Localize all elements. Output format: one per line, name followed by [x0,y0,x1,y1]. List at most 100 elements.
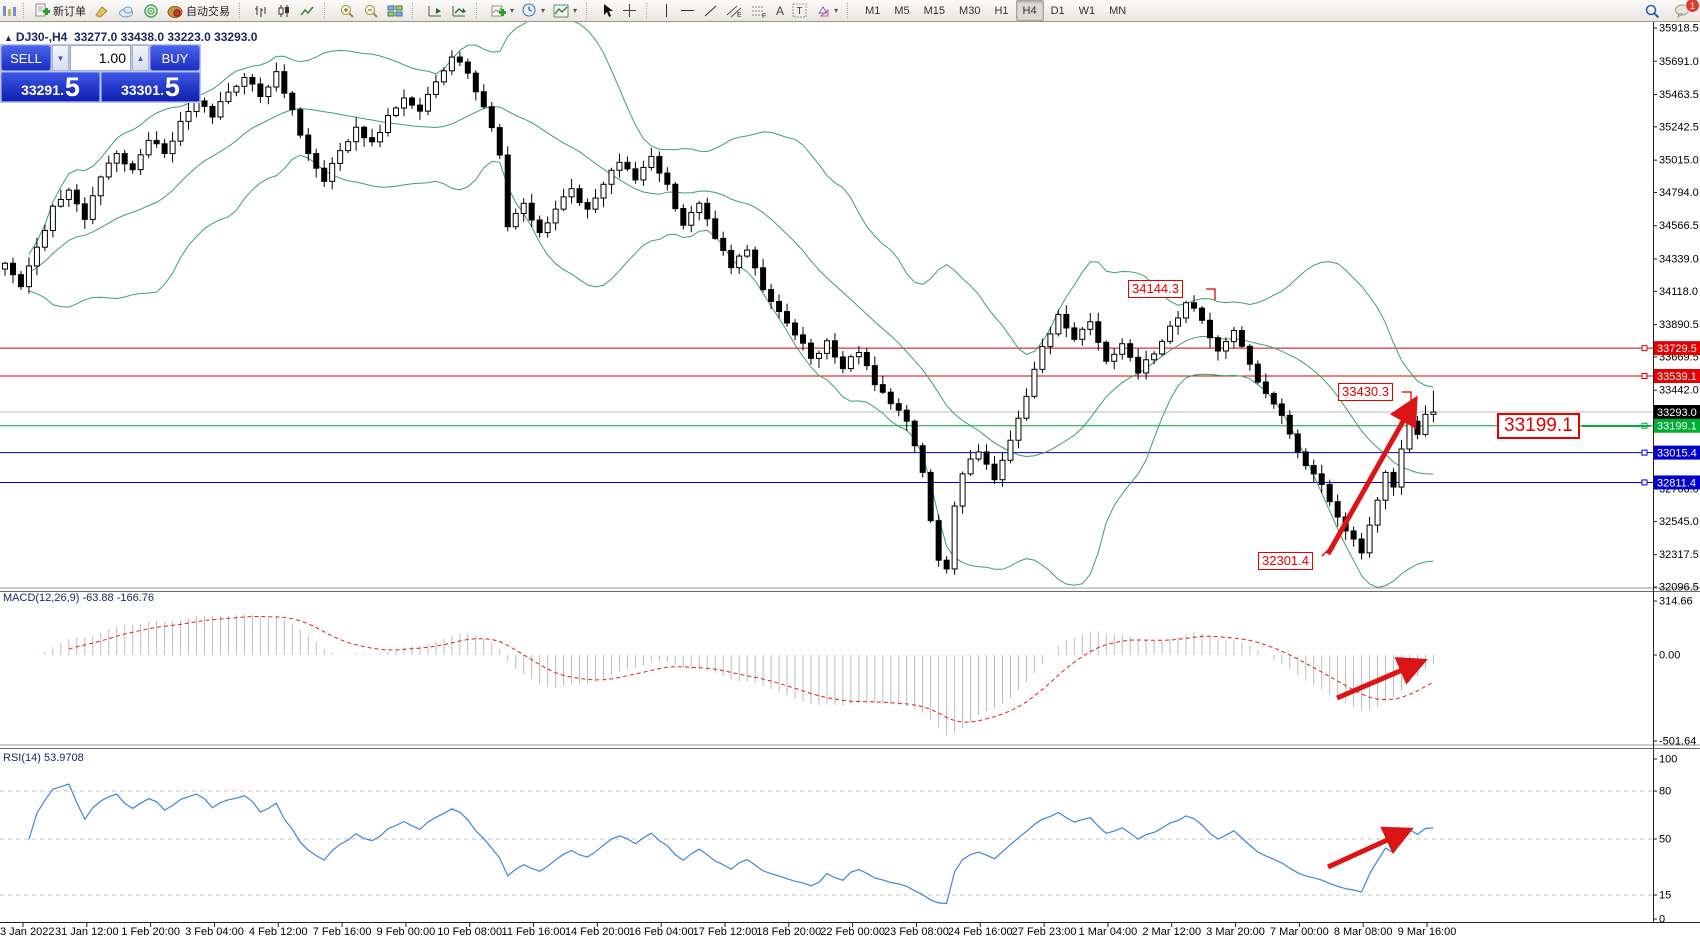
sell-button[interactable]: SELL [1,45,51,71]
candle [544,222,551,234]
candle [1374,499,1381,526]
add-indicator-button[interactable]: ▾ [487,2,518,19]
annotation-34144[interactable]: 34144.3 [1128,280,1183,298]
cloud-icon[interactable] [114,2,139,19]
crosshair-icon[interactable] [618,2,641,19]
timeframe-M15[interactable]: M15 [923,4,946,17]
volume-increase-button[interactable]: ▲ [132,45,149,71]
rsi-tick-label: 15 [1659,890,1671,902]
hline-handle[interactable] [1641,479,1648,486]
candle [201,100,208,107]
date-label: 7 Feb 16:00 [312,926,372,938]
candle [768,289,775,302]
timeframe-W1[interactable]: W1 [1078,4,1096,17]
timeframe-MN[interactable]: MN [1109,4,1127,17]
rsi-tick-label: 80 [1659,786,1671,798]
timeframe-H1[interactable]: H1 [994,4,1009,17]
templates-button[interactable]: ▾ [549,2,581,19]
scroll-to-end-icon[interactable] [423,2,447,19]
tile-windows-icon[interactable] [383,2,407,19]
new-order-button[interactable]: 新订单 [31,2,90,19]
candle [1111,353,1118,362]
autotrade-button[interactable]: 自动交易 [163,2,234,19]
candle [1135,356,1142,374]
candle [1286,414,1293,435]
candle [241,77,248,87]
candle [129,163,136,171]
price-tick-label: 34566.5 [1659,220,1699,232]
price-tick-label: 35015.0 [1659,155,1699,167]
add-indicator-icon [491,5,506,16]
date-label: 11 Feb 16:00 [501,926,566,938]
volume-decrease-button[interactable]: ▼ [52,45,69,71]
candle [1095,321,1102,343]
candle [57,198,64,207]
timeframe-M1[interactable]: M1 [865,4,881,17]
hline-handle[interactable] [1641,345,1648,352]
buy-price[interactable]: 33301. 5 [101,72,200,102]
candle [121,153,128,165]
timeframe-D1[interactable]: D1 [1050,4,1065,17]
timeframes-clock-button[interactable]: ▾ [518,2,549,19]
price-badge-label: 33293.0 [1657,407,1697,419]
hline-handle[interactable] [1641,373,1648,380]
volume-input[interactable] [70,45,131,71]
candlestick-chart-icon[interactable] [273,2,296,19]
candle [161,143,168,155]
rsi-line [28,783,1434,905]
fibonacci-icon[interactable]: F [747,2,772,19]
candle [536,219,543,234]
buy-button[interactable]: BUY [150,45,200,71]
candle [1119,343,1126,355]
annotation-33430[interactable]: 33430.3 [1338,383,1393,401]
rsi-label: RSI(14) 53.9708 [3,752,84,764]
candle [823,340,830,354]
timeframe-H4[interactable]: H4 [1015,0,1044,21]
cursor-icon[interactable] [597,2,618,19]
candle [1023,395,1030,419]
bar-chart-icon[interactable] [250,2,273,19]
candle [9,262,16,276]
candle [1191,302,1198,309]
hline-handle[interactable] [1641,449,1648,456]
broadcast-icon[interactable] [139,2,163,19]
text-label-tool-icon[interactable]: T [788,2,812,19]
symbol-header: ▲ DJ30-,H4 33277.0 33438.0 33223.0 33293.… [4,30,257,44]
timeframe-M30[interactable]: M30 [959,4,981,17]
auto-scroll-icon[interactable] [447,2,471,19]
sell-price[interactable]: 33291. 5 [1,72,100,102]
highlighter-icon[interactable] [90,2,114,19]
trendline-icon[interactable] [699,2,722,19]
shapes-button[interactable]: ▾ [812,2,842,19]
trend-arrow[interactable] [1325,395,1418,556]
date-label: 16 Feb 04:00 [628,926,694,938]
candle [416,104,423,112]
annotation-32301[interactable]: 32301.4 [1258,552,1313,570]
text-tool-icon[interactable]: A [776,3,785,18]
annotation-33199[interactable]: 33199.1 [1497,413,1580,439]
zoom-in-icon[interactable] [335,2,359,19]
candle [512,213,519,228]
candle [704,202,711,220]
buy-price-main: 33301. [121,82,164,98]
equidistant-channel-icon[interactable]: E [722,2,747,19]
timeframe-M5[interactable]: M5 [894,4,910,17]
new-order-label: 新订单 [53,5,86,18]
candle [1350,530,1357,540]
candle [329,162,336,182]
line-chart-icon[interactable] [296,2,319,19]
vertical-line-icon[interactable] [657,2,676,19]
date-label: 18 Feb 20:00 [756,926,822,938]
trend-arrow[interactable] [1326,826,1414,870]
notifications-icon[interactable]: 1 [1670,0,1700,19]
candle [720,237,727,251]
candle [608,169,615,185]
horizontal-line-icon[interactable] [676,2,699,19]
search-icon[interactable] [1640,2,1664,19]
clipped-chart-icon[interactable] [0,2,21,19]
zoom-out-icon[interactable] [359,2,383,19]
price-badge [1654,369,1700,384]
candle [879,384,886,393]
trend-arrow[interactable] [1336,657,1428,701]
